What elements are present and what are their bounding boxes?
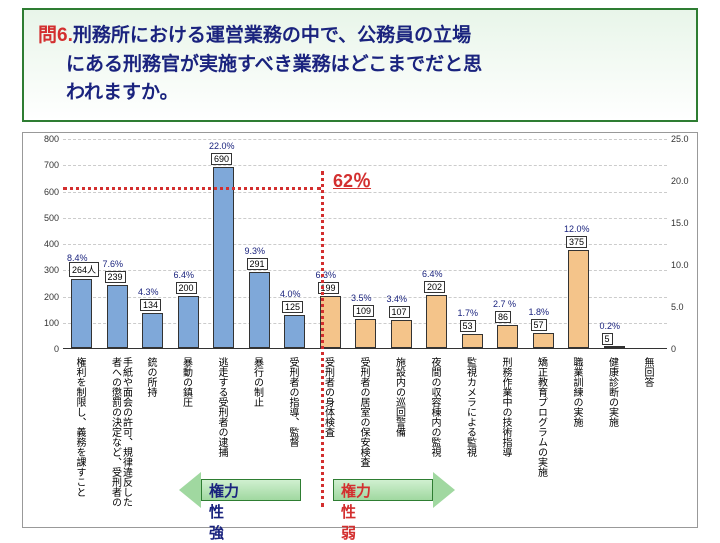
y2-tick: 10.0	[671, 260, 689, 270]
bar-value-0: 264人	[69, 262, 99, 277]
bar-value-1: 239	[105, 271, 126, 283]
bar-15	[604, 346, 625, 348]
bar-pct-12: 2.7 %	[493, 299, 516, 309]
bar-pct-1: 7.6%	[103, 259, 124, 269]
y1-tick: 200	[25, 292, 59, 302]
bar-value-13: 57	[531, 319, 547, 331]
y1-tick: 500	[25, 213, 59, 223]
bar-pct-10: 6.4%	[422, 269, 443, 279]
callout-pct: 62％	[333, 167, 371, 193]
y1-tick: 400	[25, 239, 59, 249]
y1-tick: 800	[25, 134, 59, 144]
bar-pct-5: 9.3%	[245, 246, 266, 256]
bar-value-2: 134	[140, 299, 161, 311]
xlabel-7: 受刑者の身体検査	[323, 357, 334, 437]
bar-value-10: 202	[424, 281, 445, 293]
bar-5	[249, 272, 270, 348]
question-box: 問6.刑務所における運営業務の中で、公務員の立場 にある刑務官が実施すべき業務は…	[22, 8, 698, 122]
bar-pct-8: 3.5%	[351, 293, 372, 303]
xlabel-14: 職業訓練の実施	[571, 357, 582, 427]
y2-tick: 0	[671, 344, 676, 354]
question-text-1: 刑務所における運営業務の中で、公務員の立場	[73, 25, 471, 46]
bar-value-8: 109	[353, 305, 374, 317]
bar-pct-13: 1.8%	[529, 307, 550, 317]
xlabel-3: 暴動の鎮圧	[181, 357, 192, 407]
xlabel-16: 無回答	[642, 357, 653, 387]
xlabel-11: 監視カメラによる監視	[465, 357, 476, 457]
bar-10	[426, 295, 447, 348]
bar-9	[391, 320, 412, 348]
y2-tick: 25.0	[671, 134, 689, 144]
bar-pct-2: 4.3%	[138, 287, 159, 297]
divider-line	[321, 171, 324, 507]
bar-12	[497, 325, 518, 348]
xlabel-13: 矯正教育プログラムの実施	[536, 357, 547, 477]
xlabel-2: 銃の所持	[145, 357, 156, 397]
bar-0	[71, 279, 92, 348]
bar-pct-15: 0.2%	[600, 321, 621, 331]
question-text-2: にある刑務官が実施すべき業務はどこまでだと思	[66, 54, 482, 75]
xlabel-0: 権利を制限し、義務を課すこと	[74, 357, 85, 497]
y1-tick: 700	[25, 160, 59, 170]
y1-tick: 300	[25, 265, 59, 275]
bar-value-9: 107	[389, 306, 410, 318]
xlabel-9: 施設内の巡回警備	[394, 357, 405, 437]
y2-tick: 5.0	[671, 302, 684, 312]
bar-value-4: 690	[211, 153, 232, 165]
xlabel-5: 暴行の制止	[252, 357, 263, 407]
bar-value-3: 200	[176, 282, 197, 294]
bar-pct-3: 6.4%	[174, 270, 195, 280]
y1-tick: 100	[25, 318, 59, 328]
bar-value-5: 291	[247, 258, 268, 270]
y2-tick: 20.0	[671, 176, 689, 186]
xlabel-4: 逃走する受刑者の逮捕	[216, 357, 227, 457]
bar-2	[142, 313, 163, 348]
arrow-right-text: 権力性 弱	[341, 480, 371, 543]
bar-pct-14: 12.0%	[564, 224, 590, 234]
bar-pct-7: 6.3%	[316, 270, 337, 280]
xlabel-15: 健康診断の実施	[607, 357, 618, 427]
xlabel-10: 夜間の収容棟内の監視	[429, 357, 440, 457]
bar-11	[462, 334, 483, 348]
y2-tick: 15.0	[671, 218, 689, 228]
y1-tick: 600	[25, 187, 59, 197]
bar-pct-6: 4.0%	[280, 289, 301, 299]
bar-value-14: 375	[566, 236, 587, 248]
arrow-left-text: 権力性 強	[209, 480, 239, 543]
xlabel-8: 受刑者の居室の保安検査	[358, 357, 369, 467]
xlabel-1: 手紙や面会の許可、規律違反した者への懲罰の決定など、受刑者の	[110, 357, 132, 507]
chart-container: 0 100 200 300 400 500 600 700 800 0 5.0 10.0 15.0 20…	[22, 132, 698, 528]
bar-pct-11: 1.7%	[458, 308, 479, 318]
bar-value-11: 53	[460, 320, 476, 332]
bar-14	[568, 250, 589, 348]
bar-value-12: 86	[495, 311, 511, 323]
bar-value-6: 125	[282, 301, 303, 313]
bar-pct-4: 22.0%	[209, 141, 235, 151]
bar-3	[178, 296, 199, 349]
y1-tick: 0	[25, 344, 59, 354]
bar-value-15: 5	[602, 333, 613, 345]
xlabel-6: 受刑者の指導、監督	[287, 357, 298, 447]
bar-pct-9: 3.4%	[387, 294, 408, 304]
bar-pct-0: 8.4%	[67, 253, 88, 263]
xlabel-12: 刑務作業中の技術指導	[500, 357, 511, 457]
question-text-3: われますか。	[66, 82, 179, 103]
question-label: 問6.	[38, 25, 73, 46]
bar-1	[107, 285, 128, 348]
callout-hline	[63, 187, 321, 190]
bar-6	[284, 315, 305, 348]
bar-13	[533, 333, 554, 348]
bar-4	[213, 167, 234, 348]
bar-8	[355, 319, 376, 348]
